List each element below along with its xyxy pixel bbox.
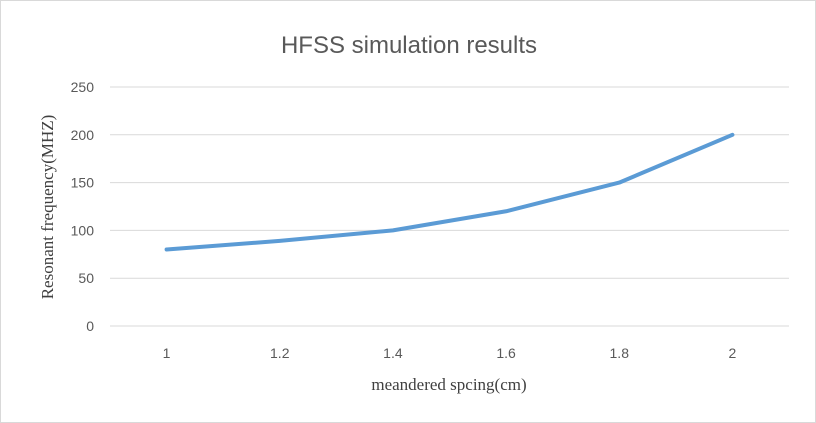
- gridlines: [110, 86, 789, 327]
- y-axis-label: Resonant frequency(MHZ): [38, 115, 57, 300]
- x-tick-label: 1: [163, 345, 171, 361]
- y-tick-label: 150: [71, 175, 95, 191]
- chart-title: HFSS simulation results: [281, 32, 537, 59]
- x-tick-label: 2: [729, 345, 737, 361]
- series-line: [164, 132, 735, 252]
- y-tick-label: 100: [71, 222, 95, 238]
- x-tick-label: 1.6: [496, 345, 516, 361]
- x-tick-label: 1.8: [610, 345, 630, 361]
- y-tick-label: 0: [86, 318, 94, 334]
- x-axis-label: meandered spcing(cm): [371, 375, 526, 394]
- x-tick-label: 1.4: [383, 345, 403, 361]
- x-axis-ticks: 1 1.2 1.4 1.6 1.8 2: [163, 345, 737, 361]
- y-axis-ticks: 0 50 100 150 200 250: [71, 79, 95, 334]
- series-layer: [164, 132, 735, 252]
- y-tick-label: 250: [71, 79, 95, 95]
- y-tick-label: 200: [71, 127, 95, 143]
- y-tick-label: 50: [78, 270, 94, 286]
- x-tick-label: 1.2: [270, 345, 290, 361]
